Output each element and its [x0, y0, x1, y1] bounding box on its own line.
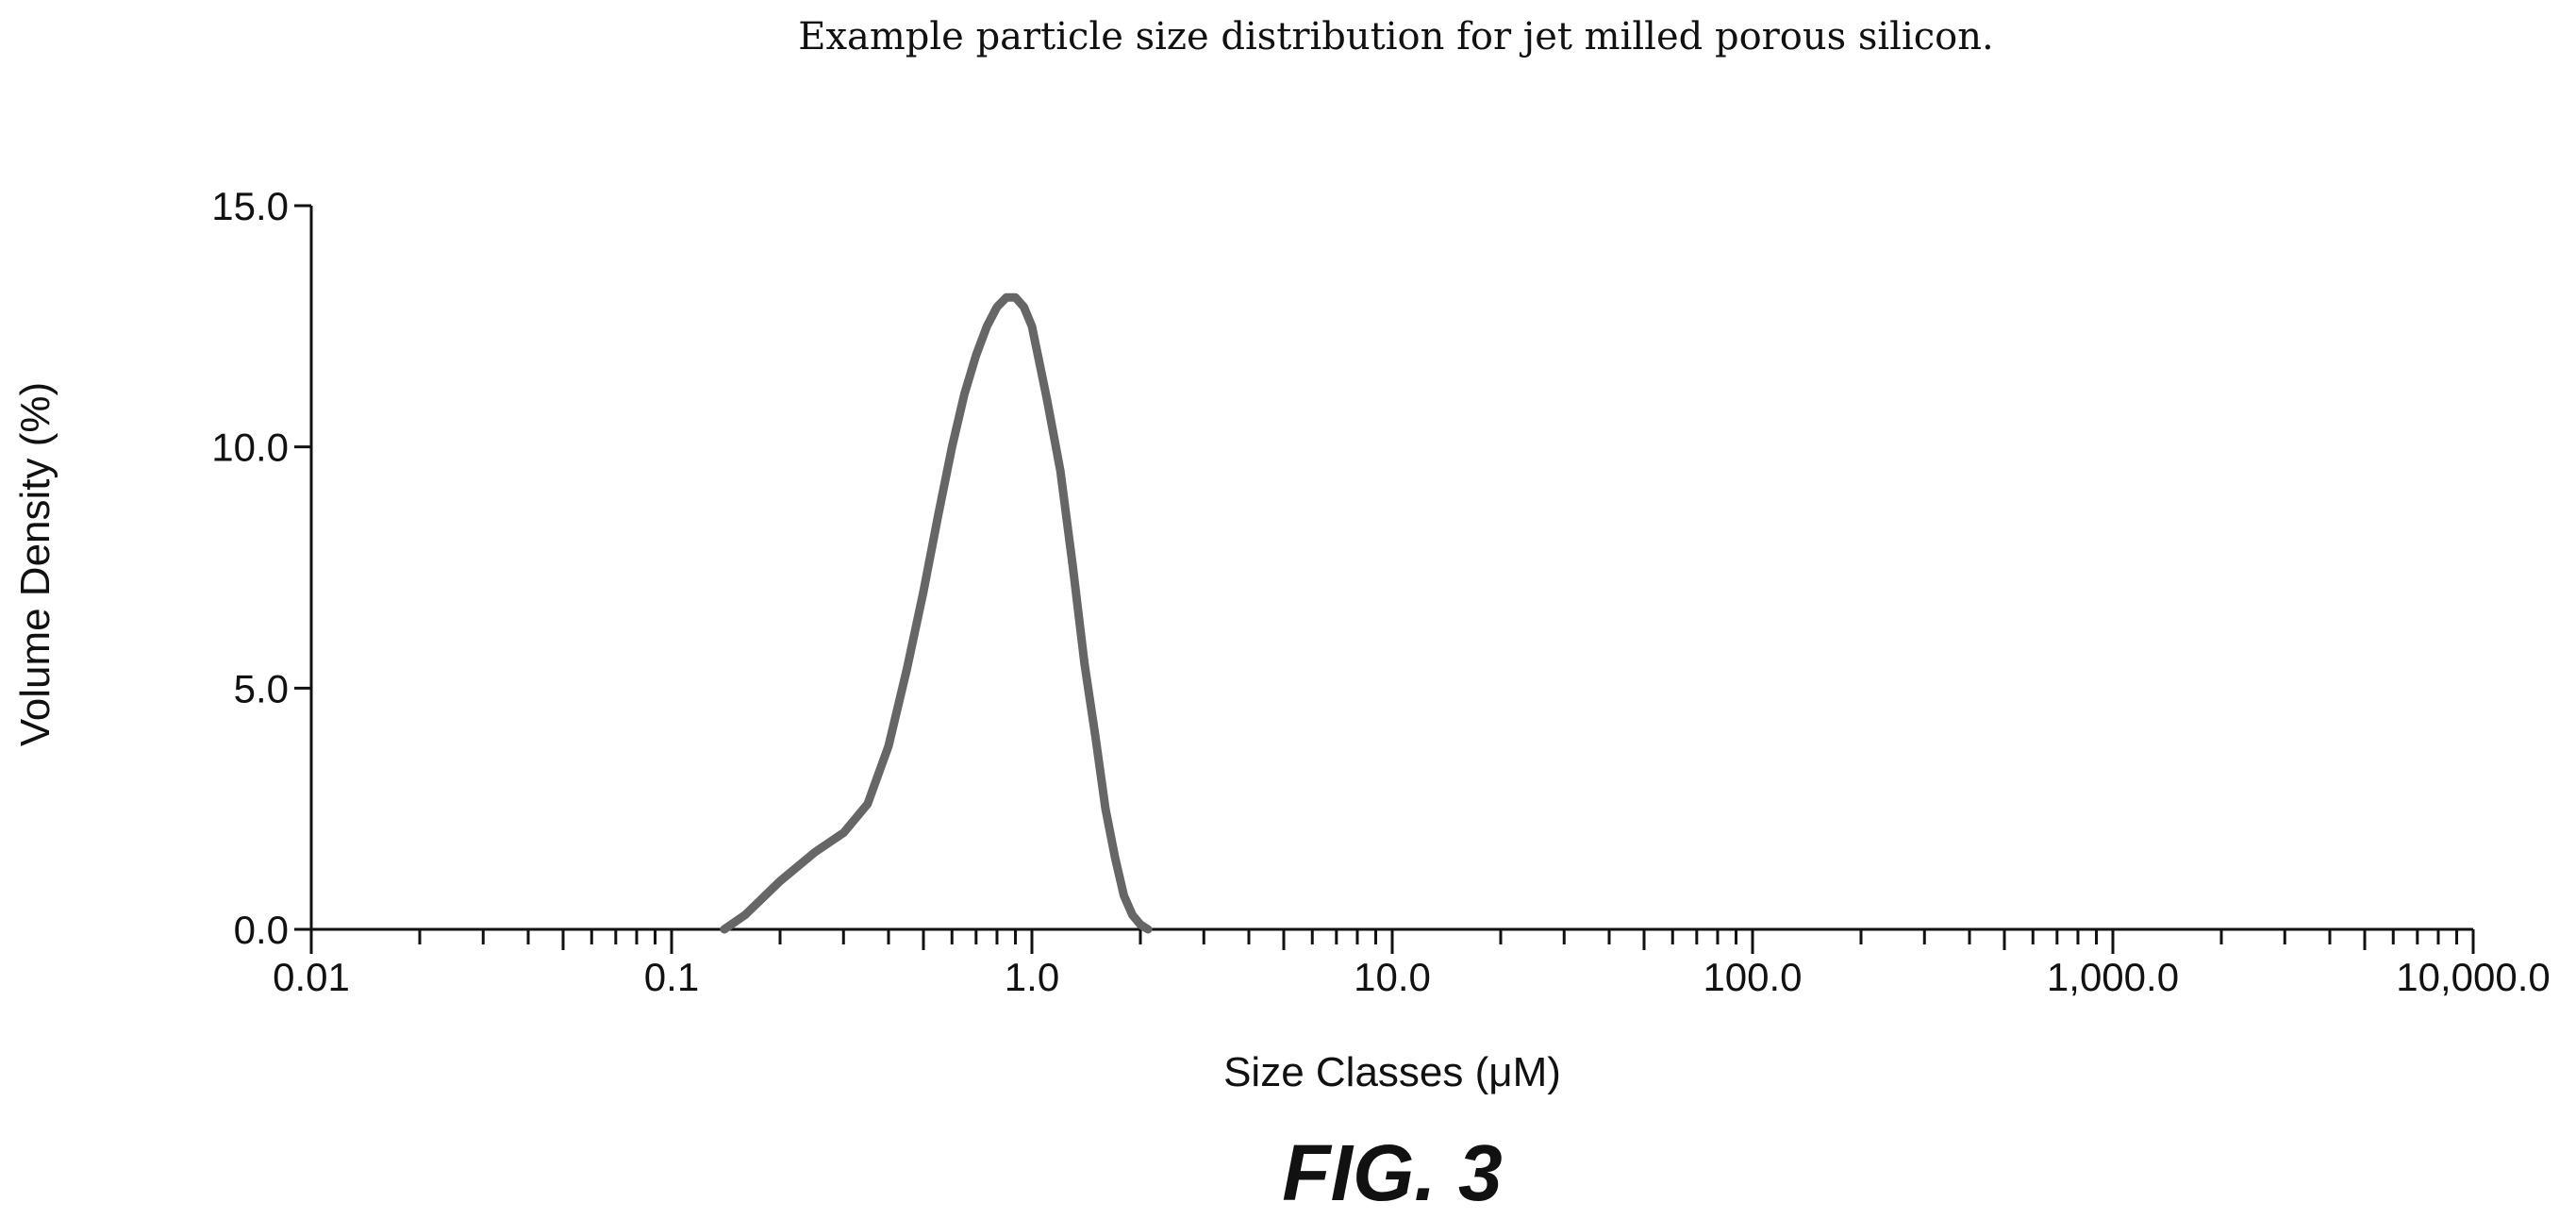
x-tick-label: 1.0 [1005, 955, 1059, 999]
y-tick-label: 0.0 [234, 908, 289, 952]
x-tick-label: 1,000.0 [2047, 955, 2179, 999]
y-tick-label: 15.0 [211, 184, 289, 228]
chart-title: Example particle size distribution for j… [798, 15, 1993, 58]
y-axis: 0.0 5.0 10.0 15.0 [211, 184, 313, 952]
y-ticks: 0.0 5.0 10.0 15.0 [211, 184, 311, 952]
series-group [311, 292, 2473, 934]
x-tick-label: 100.0 [1703, 955, 1802, 999]
x-tick-label: 0.1 [644, 955, 699, 999]
x-axis-label: Size Classes (μM) [1223, 1049, 1561, 1095]
figure-label: FIG. 3 [1282, 1128, 1502, 1217]
x-ticks: 0.01 0.1 1.0 10.0 100.0 1,000.0 10,000.0 [273, 929, 2551, 999]
x-tick-label: 10,000.0 [2396, 955, 2551, 999]
series-line [720, 292, 1153, 934]
x-tick-label: 0.01 [273, 955, 350, 999]
y-tick-label: 10.0 [211, 426, 289, 470]
y-tick-label: 5.0 [234, 666, 289, 710]
x-axis: 0.01 0.1 1.0 10.0 100.0 1,000.0 10,000.0 [273, 927, 2551, 999]
x-tick-label: 10.0 [1354, 955, 1431, 999]
y-axis-label: Volume Density (%) [12, 382, 58, 746]
